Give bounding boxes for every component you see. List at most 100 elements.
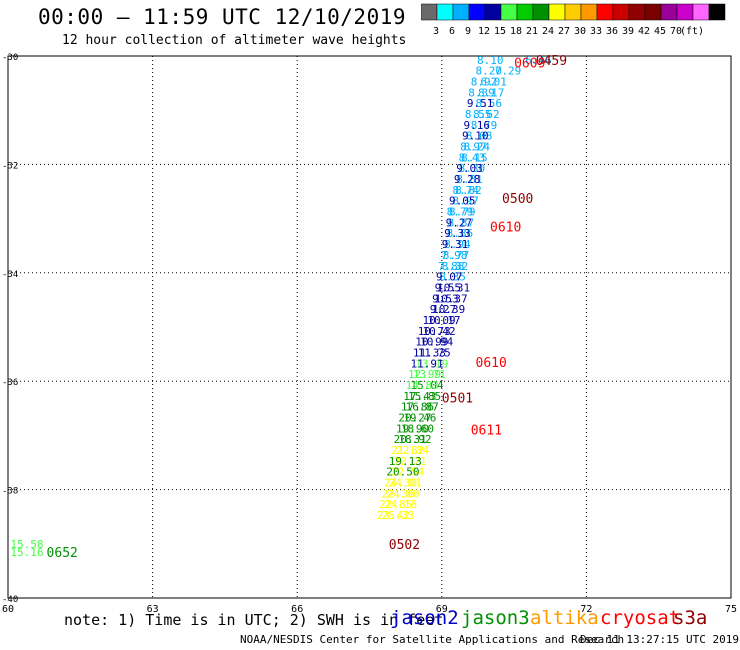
footnote: note: 1) Time is in UTC; 2) SWH is in fe… [64,611,444,629]
wave-height-point: 8.20 [476,65,503,78]
wave-height-point: 8.74 [452,184,479,197]
credit-line: NOAA/NESDIS Center for Satellite Applica… [240,633,625,646]
wave-height-point: 24.18 [384,498,417,511]
colorbar-swatch [708,3,726,21]
x-tick-label: 72 [580,604,592,615]
wave-height-point: 9.16 [463,119,490,132]
pass-time-label: 0611 [471,423,502,438]
colorbar-label: 21 [526,26,538,37]
wave-height-point: 24.80 [386,487,419,500]
pass-time-label: 0652 [47,546,78,561]
colorbar-label: 27 [558,26,570,37]
wave-height-point: 10.42 [423,325,456,338]
wave-height-point: 10.99 [415,336,448,349]
wave-height-point: 22.21 [394,455,427,468]
wave-height-point: 19.13 [389,455,422,468]
colorbar-label: 70 [670,26,682,37]
wave-height-point: 8.92 [471,75,498,88]
wave-height-point: 8.15 [461,151,488,164]
wave-height-point: 20.50 [386,466,419,479]
legend-s3a: s3a [673,607,708,629]
colorbar-label: 30 [574,26,586,37]
wave-height-point: 10.94 [420,336,453,349]
wave-height-point: 8.39 [468,86,495,99]
colorbar-label: 39 [622,26,634,37]
wave-height-point: 9.51 [467,97,494,110]
legend-jason2: jason2 [390,607,459,629]
wave-height-point: 8.17 [478,86,505,99]
wave-height-point: 8.77 [443,249,470,262]
y-tick-label: -36 [2,378,18,388]
altimeter-chart: 60 63 66 69 72 75 -30 -32 -34 -36 -38 -40 8.10 6.46 8.… [2,53,737,615]
x-tick-label: 66 [291,604,303,615]
wave-height-point: 9.28 [454,173,481,186]
wave-height-point: 9.31 [442,238,469,251]
wave-height-point: 19.90 [396,422,429,435]
pass-time-label: 0501 [442,391,473,406]
wave-height-point: 8.08 [466,130,493,143]
wave-height-point: 10.39 [432,303,465,316]
wave-height-point: 14.83 [406,379,439,392]
wave-height-point: 15.58 [10,538,43,551]
y-tick-label: -30 [2,53,18,63]
wave-height-point: 9.05 [449,195,476,208]
x-tick-label: 60 [2,604,14,615]
wave-height-point: 13.71 [413,368,446,381]
page-title: 00:00 – 11:59 UTC 12/10/2019 [38,5,407,29]
pass-time-label: 0609 [514,57,545,72]
wave-height-point: 18.60 [401,422,434,435]
x-tick-label: 69 [436,604,448,615]
wave-height-point: 8.81 [456,173,483,186]
y-tick-label: -40 [2,595,18,605]
colorbar-label: 45 [654,26,666,37]
wave-height-point: 6.01 [480,75,507,88]
wave-height-point: 25.33 [382,509,415,522]
colorbar-label: 15 [494,26,506,37]
x-tick-label: 75 [725,604,737,615]
pass-time-label: 0610 [490,221,521,236]
wave-height-point: 9.33 [444,227,471,240]
wave-height-point: 8.86 [447,227,474,240]
wave-height-point: 10.31 [437,281,470,294]
wave-height-point: 12.99 [408,368,441,381]
wave-height-point: 15.16 [10,546,43,559]
wave-height-point: 8.56 [476,97,503,110]
wave-height-point: 24.01 [389,477,422,490]
wave-height-point: 9.55 [435,281,462,294]
wave-height-point: 9.10 [462,130,489,143]
wave-height-point: 8.30 [459,162,486,175]
colorbar-label: 33 [590,26,602,37]
colorbar-label: (ft) [680,26,704,37]
generation-timestamp: Dec 11 13:27:15 UTC 2019 [580,633,739,646]
wave-height-point: 20.27 [398,412,431,425]
wave-height-point: 17.43 [403,390,436,403]
x-tick-label: 63 [147,604,159,615]
wave-height-point: 7.88 [438,260,465,273]
wave-height-point: 22.34 [396,444,429,457]
wave-height-point: 7.29 [495,65,522,78]
wave-height-point: 15.85 [408,390,441,403]
wave-height-point: 6.46 [525,54,552,67]
colorbar-label: 36 [606,26,618,37]
colorbar-label: 6 [449,26,455,37]
wave-height-point: 8.62 [473,108,500,121]
pass-time-label: 0459 [536,54,567,69]
y-tick-label: -38 [2,487,18,497]
wave-height-point: 9.07 [436,271,463,284]
wave-height-point: 24.30 [384,477,417,490]
wave-height-point: 23.42 [377,509,410,522]
wave-height-point: 8.94 [444,238,471,251]
pass-time-label: 0502 [389,538,420,553]
wave-height-point: 11.75 [418,346,451,359]
wave-height-point: 8.43 [459,151,486,164]
colorbar-label: 24 [542,26,554,37]
legend-cryosat: cryosat [600,607,681,629]
wave-height-point: 20.31 [394,433,427,446]
wave-height-point: 8.24 [463,141,490,154]
colorbar-label: 9 [465,26,471,37]
plot-frame [7,55,732,599]
wave-height-point: 18.92 [398,433,431,446]
y-tick-label: -34 [2,270,18,280]
wave-height-point: 8.82 [455,184,482,197]
legend-altika: altika [530,607,599,629]
